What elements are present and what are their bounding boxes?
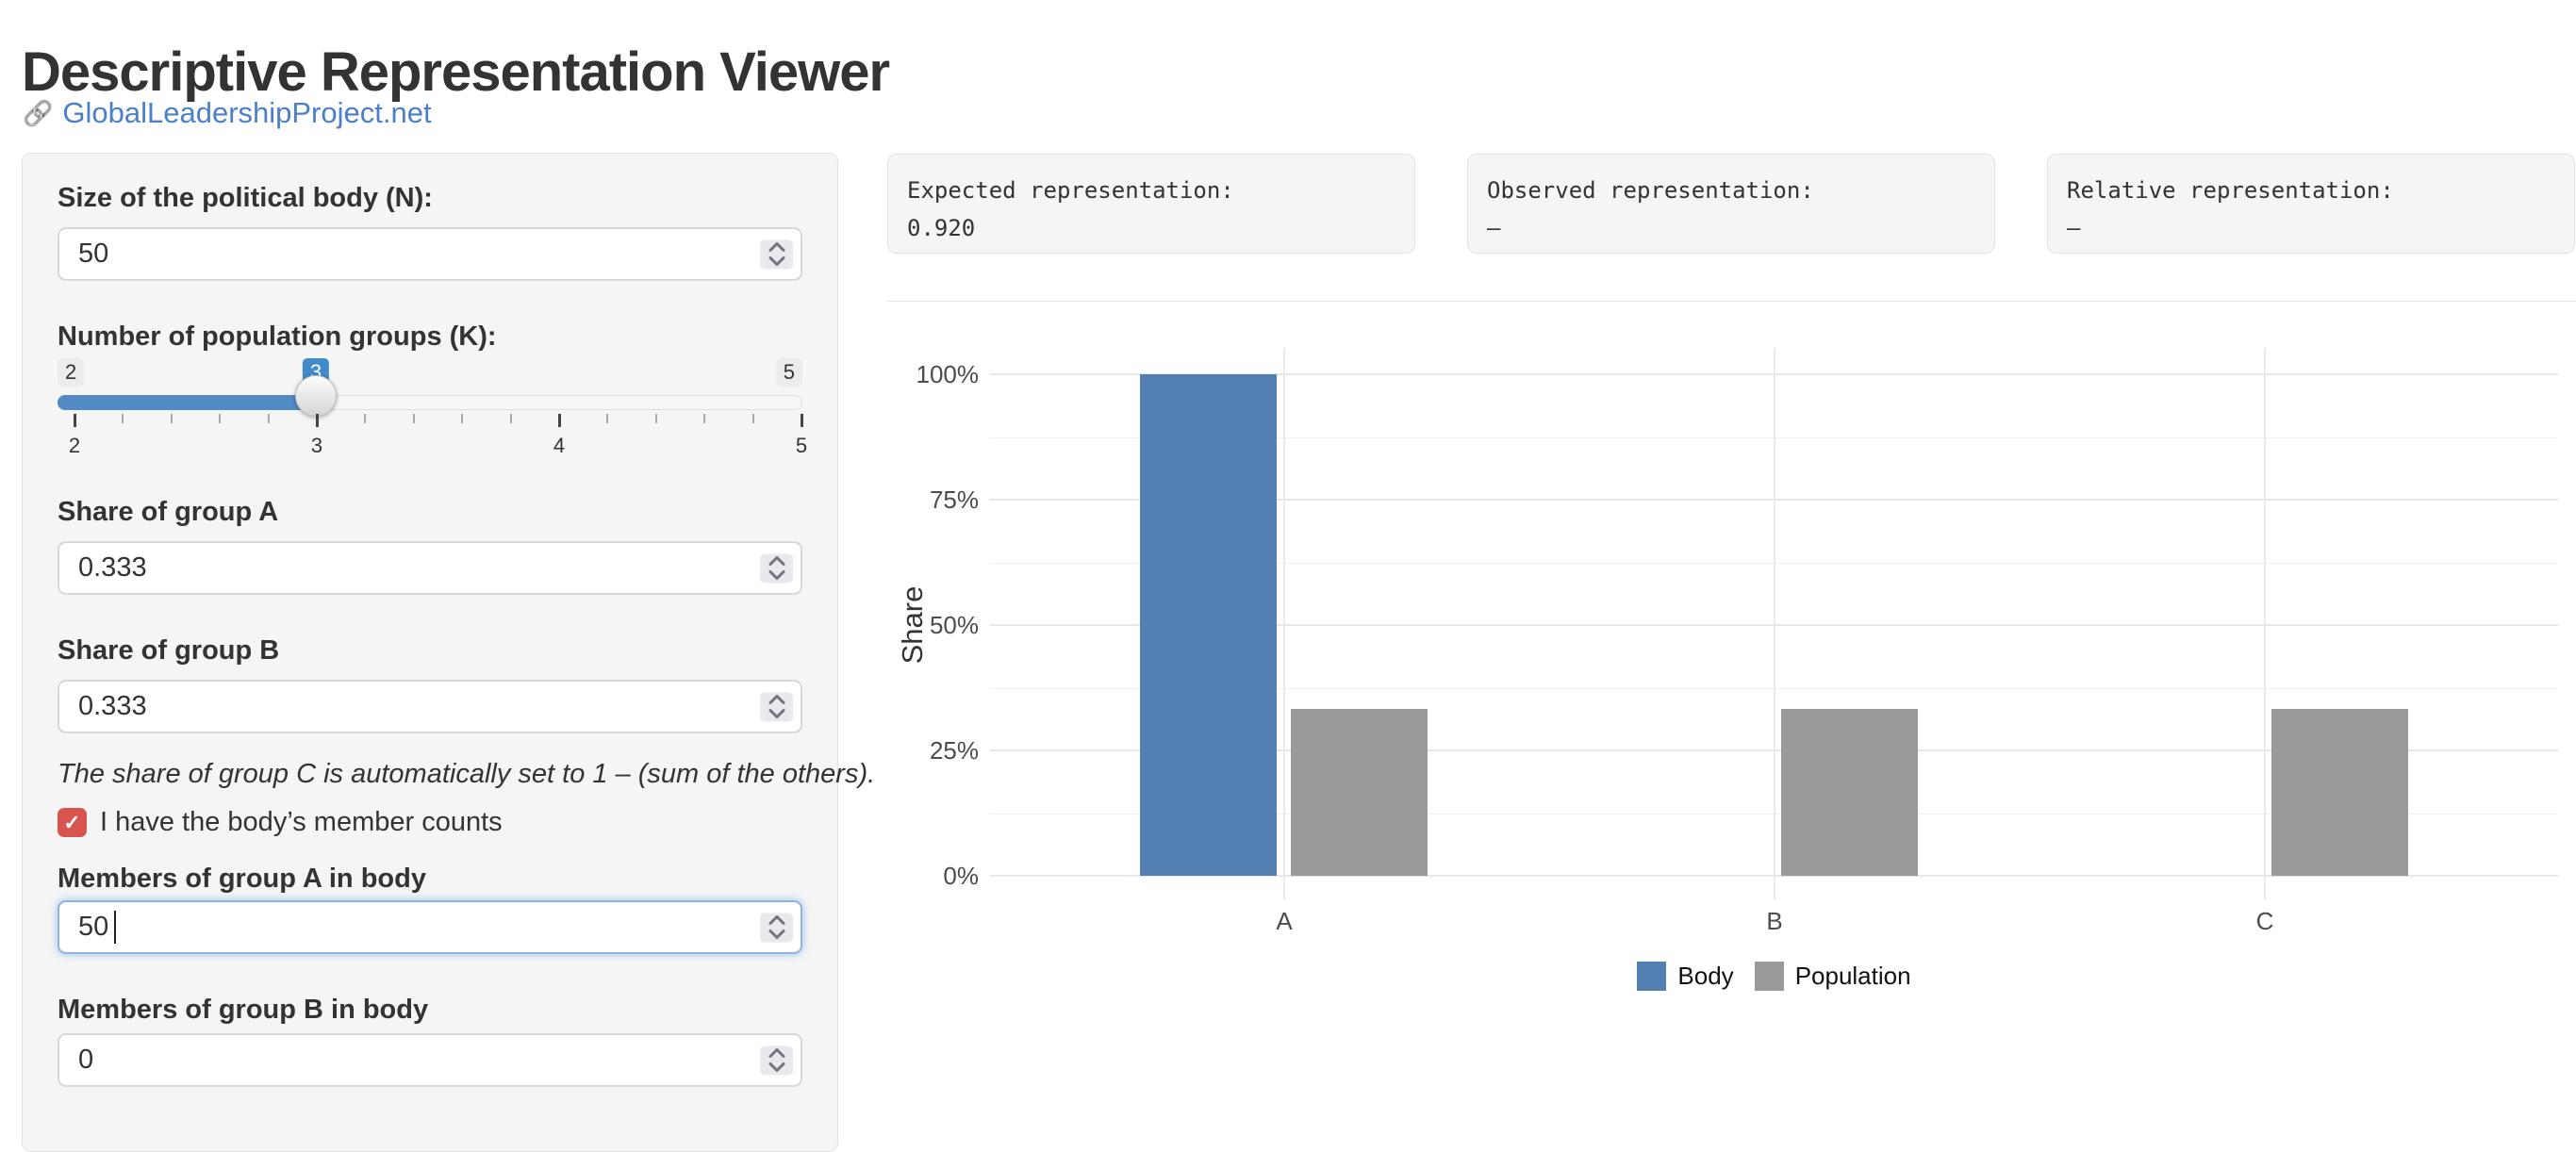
legend-label: Population bbox=[1794, 962, 1911, 990]
members-b-input-wrap bbox=[58, 1033, 802, 1087]
share-b-label: Share of group B bbox=[58, 635, 280, 666]
y-tick-label: 25% bbox=[929, 736, 979, 765]
spinner-chevrons-icon bbox=[768, 556, 784, 580]
slider-minor-tick bbox=[752, 414, 754, 423]
spinner-control[interactable] bbox=[760, 692, 793, 721]
population-bar-b bbox=[1781, 709, 1918, 876]
stat-label: Observed representation: bbox=[1487, 177, 1814, 204]
legend-item: Population bbox=[1754, 962, 1911, 991]
body-size-input-wrap bbox=[58, 227, 802, 281]
share-a-label: Share of group A bbox=[58, 497, 279, 527]
x-tick-label: A bbox=[1276, 907, 1293, 935]
relative-representation-box: Relative representation: — bbox=[2047, 154, 2575, 254]
legend-swatch bbox=[1637, 962, 1667, 991]
spinner-chevrons-icon bbox=[768, 695, 784, 718]
population-bar-a bbox=[1291, 709, 1428, 876]
slider-minor-tick bbox=[703, 414, 705, 423]
slider-minor-tick bbox=[122, 414, 124, 423]
members-a-label: Members of group A in body bbox=[58, 864, 426, 894]
y-tick-label: 50% bbox=[929, 611, 979, 639]
slider-major-tick bbox=[801, 414, 803, 427]
slider-minor-tick bbox=[268, 414, 270, 423]
gridline-vertical bbox=[1774, 348, 1775, 900]
stat-label: Expected representation: bbox=[907, 177, 1234, 204]
slider-major-tick bbox=[558, 414, 561, 427]
spinner-control[interactable] bbox=[760, 913, 793, 942]
stat-value: — bbox=[1487, 215, 1501, 241]
members-b-input[interactable] bbox=[58, 1033, 802, 1087]
slider-minor-tick bbox=[364, 414, 366, 423]
group-count-label: Number of population groups (K): bbox=[58, 321, 497, 352]
stat-box-row: Expected representation: 0.920 Observed … bbox=[887, 154, 2575, 254]
y-tick-label: 100% bbox=[916, 360, 980, 388]
y-tick-label: 0% bbox=[943, 862, 979, 890]
chart-legend: Body Population bbox=[990, 962, 2558, 991]
slider-max-badge: 5 bbox=[775, 358, 802, 387]
slider-axis-label: 4 bbox=[553, 434, 566, 457]
observed-representation-box: Observed representation: — bbox=[1467, 154, 1995, 254]
page-title: Descriptive Representation Viewer bbox=[22, 41, 890, 103]
slider-min-badge: 2 bbox=[58, 358, 85, 387]
spinner-chevrons-icon bbox=[768, 915, 784, 939]
stat-label: Relative representation: bbox=[2067, 177, 2394, 204]
site-link[interactable]: GlobalLeadershipProject.net bbox=[62, 96, 432, 129]
body-size-label: Size of the political body (N): bbox=[58, 183, 433, 213]
slider-handle[interactable] bbox=[295, 375, 337, 417]
spinner-chevrons-icon bbox=[768, 1048, 784, 1072]
expected-representation-box: Expected representation: 0.920 bbox=[887, 154, 1415, 254]
body-size-input[interactable] bbox=[58, 227, 802, 281]
slider-minor-tick bbox=[171, 414, 173, 423]
share-b-input[interactable] bbox=[58, 680, 802, 733]
legend-item: Body bbox=[1637, 962, 1734, 991]
stat-value: 0.920 bbox=[907, 215, 976, 241]
slider-minor-tick bbox=[461, 414, 463, 423]
body-bar-a bbox=[1140, 374, 1277, 876]
slider-fill bbox=[58, 395, 320, 410]
spinner-control[interactable] bbox=[760, 239, 793, 269]
site-link-row: 🔗 GlobalLeadershipProject.net bbox=[23, 96, 432, 130]
legend-label: Body bbox=[1677, 962, 1734, 990]
members-a-input-wrap bbox=[58, 900, 802, 954]
share-a-input[interactable] bbox=[58, 541, 802, 595]
plot-panel bbox=[990, 348, 2558, 900]
slider-major-tick bbox=[316, 414, 319, 427]
x-tick-label: B bbox=[1766, 907, 1783, 935]
spinner-control[interactable] bbox=[760, 1045, 793, 1075]
slider-minor-tick bbox=[510, 414, 512, 423]
spinner-control[interactable] bbox=[760, 553, 793, 583]
member-counts-checkbox-row[interactable]: ✓ I have the body’s member counts bbox=[58, 807, 802, 838]
share-b-input-wrap bbox=[58, 680, 802, 733]
slider-minor-tick bbox=[655, 414, 657, 423]
slider-axis-label: 5 bbox=[795, 434, 808, 457]
members-a-input[interactable] bbox=[58, 900, 802, 954]
gridline-vertical bbox=[2264, 348, 2266, 900]
population-bar-c bbox=[2271, 709, 2408, 876]
spinner-chevrons-icon bbox=[768, 242, 784, 266]
y-tick-label: 75% bbox=[929, 485, 979, 514]
text-caret bbox=[114, 911, 116, 944]
slider-axis-label: 3 bbox=[310, 434, 323, 457]
slider-major-tick bbox=[74, 414, 76, 427]
x-tick-label: C bbox=[2255, 907, 2274, 935]
slider-minor-tick bbox=[219, 414, 221, 423]
members-b-label: Members of group B in body bbox=[58, 995, 429, 1025]
gridline-vertical bbox=[1283, 348, 1285, 900]
slider-minor-tick bbox=[606, 414, 608, 423]
link-icon: 🔗 bbox=[23, 99, 54, 127]
slider-minor-tick bbox=[413, 414, 415, 423]
stat-value: — bbox=[2067, 215, 2081, 241]
slider-axis-label: 2 bbox=[68, 434, 81, 457]
checkbox-checked-icon[interactable]: ✓ bbox=[58, 808, 87, 837]
share-c-note: The share of group C is automatically se… bbox=[58, 759, 876, 789]
controls-sidebar: Size of the political body (N): Number o… bbox=[22, 153, 876, 1152]
share-a-input-wrap bbox=[58, 541, 802, 595]
checkbox-label: I have the body’s member counts bbox=[100, 807, 503, 837]
legend-swatch bbox=[1754, 962, 1784, 991]
